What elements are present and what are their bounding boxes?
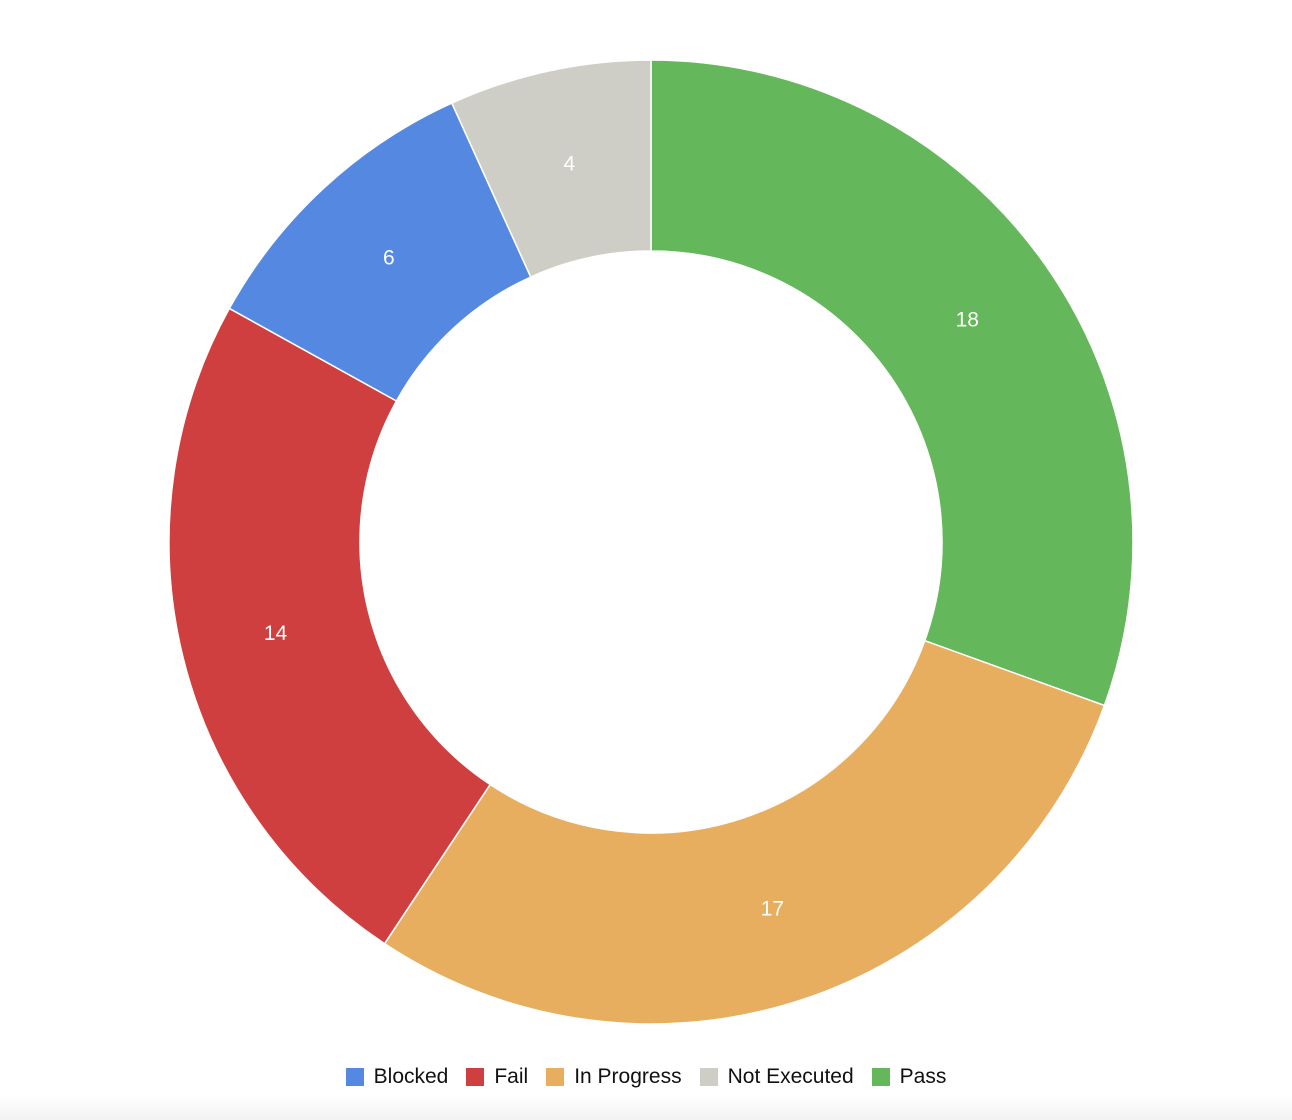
- donut-chart: 18 17 14 6 4: [168, 59, 1134, 1025]
- data-label-blocked: 6: [383, 247, 395, 270]
- chart-legend: Blocked Fail In Progress Not Executed Pass: [0, 1064, 1292, 1090]
- donut-slice-in-progress[interactable]: [383, 639, 1106, 1025]
- legend-label-not-executed: Not Executed: [727, 1065, 854, 1088]
- data-label-fail: 14: [264, 622, 288, 645]
- data-label-pass: 18: [956, 308, 979, 331]
- legend-label-pass: Pass: [899, 1065, 947, 1088]
- legend-item-fail[interactable]: Fail: [466, 1065, 528, 1089]
- legend-item-in-progress[interactable]: In Progress: [546, 1065, 682, 1089]
- legend-label-in-progress: In Progress: [574, 1065, 682, 1088]
- donut-slice-fail[interactable]: [168, 307, 492, 945]
- donut-slice-pass[interactable]: [650, 59, 1134, 707]
- data-label-in-progress: 17: [761, 897, 784, 920]
- data-label-not-executed: 4: [563, 153, 575, 176]
- donut-chart-svg: 18 17 14 6 4: [168, 59, 1134, 1025]
- legend-swatch-pass: [871, 1068, 890, 1086]
- legend-swatch-fail: [466, 1068, 485, 1086]
- legend-swatch-blocked: [345, 1068, 364, 1086]
- bottom-edge: [0, 1096, 1292, 1120]
- legend-swatch-in-progress: [546, 1068, 565, 1086]
- legend-item-blocked[interactable]: Blocked: [345, 1065, 449, 1089]
- legend-label-fail: Fail: [494, 1065, 529, 1088]
- legend-swatch-not-executed: [699, 1068, 718, 1086]
- legend-label-blocked: Blocked: [373, 1065, 449, 1088]
- donut-slice-not-executed[interactable]: [450, 59, 652, 278]
- legend-item-not-executed[interactable]: Not Executed: [699, 1065, 854, 1089]
- legend-item-pass[interactable]: Pass: [871, 1065, 947, 1089]
